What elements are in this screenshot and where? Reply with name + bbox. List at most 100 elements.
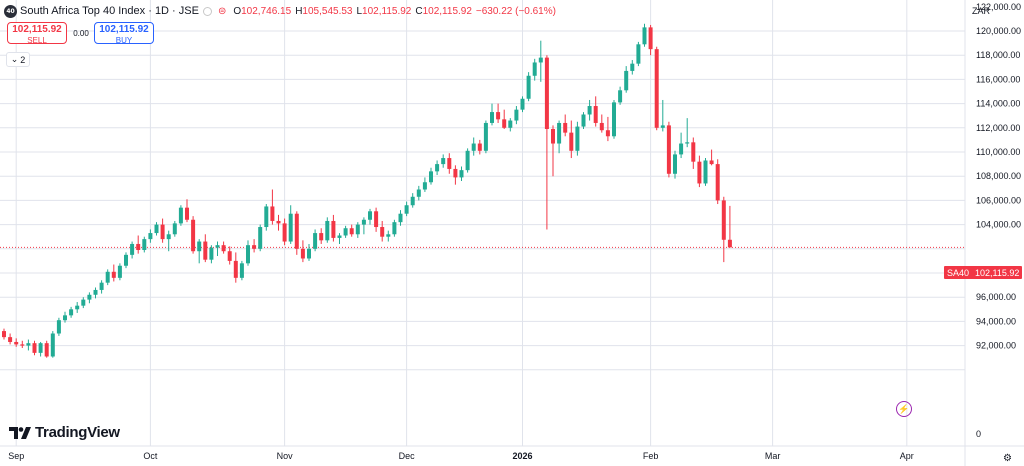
candle-body: [75, 305, 80, 310]
candle-body: [502, 119, 507, 128]
candle: [130, 241, 135, 259]
indicators-toggle-button[interactable]: ⌄ 2: [6, 52, 30, 67]
candle-body: [453, 168, 458, 178]
candle: [422, 177, 427, 192]
candle-body: [38, 343, 43, 353]
candle: [38, 341, 43, 357]
lightning-icon[interactable]: ⚡: [896, 401, 912, 417]
symbol-legend[interactable]: 40 South Africa Top 40 Index · 1D · JSE …: [4, 3, 556, 19]
candle-body: [337, 235, 342, 238]
candle: [374, 207, 379, 232]
x-tick-label: Dec: [399, 451, 416, 461]
tradingview-logo-icon: [9, 426, 31, 439]
candle: [56, 317, 61, 336]
candle-body: [605, 130, 610, 137]
candle: [386, 230, 391, 242]
candle-body: [532, 62, 537, 76]
x-tick-label: Nov: [277, 451, 294, 461]
candle-body: [496, 112, 501, 120]
candle-body: [130, 243, 135, 255]
candle-body: [404, 205, 409, 214]
candle: [404, 201, 409, 217]
candle-body: [343, 228, 348, 236]
candle: [264, 204, 269, 231]
candle-body: [288, 213, 293, 242]
candle-body: [276, 220, 281, 224]
candle: [697, 155, 702, 188]
symbol-title[interactable]: South Africa Top 40 Index · 1D · JSE: [20, 5, 199, 17]
candle-body: [99, 282, 104, 290]
candle: [124, 252, 128, 269]
candle-body: [618, 90, 623, 103]
candle: [331, 214, 336, 242]
candle: [117, 263, 122, 281]
candle: [441, 154, 446, 168]
candle-body: [599, 122, 604, 131]
candle-body: [477, 143, 482, 151]
candle-body: [526, 75, 531, 99]
candle: [709, 149, 714, 166]
candle: [307, 243, 311, 261]
chevron-down-icon: ⌄: [10, 54, 19, 64]
candle: [490, 103, 494, 126]
candle-body: [227, 251, 232, 261]
candle: [294, 211, 299, 255]
candle: [557, 120, 562, 154]
x-tick-label: Sep: [8, 451, 24, 461]
candle-body: [124, 254, 128, 266]
candle-body: [581, 114, 586, 127]
candle: [618, 86, 623, 105]
candle-body: [551, 129, 555, 144]
candle-body: [685, 142, 690, 144]
candle: [691, 137, 696, 169]
y-tick-label: 108,000.00: [976, 171, 1021, 181]
candle-body: [697, 161, 702, 184]
candle-body: [203, 241, 208, 260]
sell-button[interactable]: 102,115.92 SELL: [7, 22, 67, 45]
candle-body: [26, 343, 31, 346]
candle: [392, 219, 397, 237]
candle-body: [544, 57, 549, 130]
candle: [447, 153, 452, 174]
candle-body: [374, 211, 379, 228]
candle-body: [648, 27, 653, 50]
candle: [69, 306, 74, 318]
market-status-icon[interactable]: [202, 6, 212, 16]
x-tick-label: 2026: [512, 451, 532, 461]
candle: [679, 132, 684, 159]
candle-body: [654, 49, 659, 128]
y-tick-label: 92,000.00: [976, 341, 1016, 351]
candle-body: [142, 239, 147, 251]
grid: [0, 0, 965, 446]
candle: [215, 241, 220, 257]
candle: [380, 220, 385, 242]
candle: [20, 340, 25, 349]
candle-body: [349, 228, 354, 235]
buy-button[interactable]: 102,115.92 BUY: [94, 22, 154, 45]
settings-gear-icon[interactable]: ⚙: [1003, 453, 1012, 464]
candle-body: [422, 182, 427, 190]
eye-off-icon[interactable]: ⊜: [217, 5, 227, 17]
candle-body: [63, 315, 67, 321]
candle-body: [392, 222, 397, 235]
candle-body: [32, 343, 37, 353]
tradingview-logo[interactable]: TradingView: [9, 424, 120, 441]
candle-body: [178, 207, 183, 224]
candle: [502, 109, 507, 130]
candle: [258, 224, 263, 252]
currency-label[interactable]: ZAR: [972, 6, 990, 16]
current-symbol: SA40: [947, 267, 970, 278]
x-tick-label: Apr: [900, 451, 914, 461]
candle-body: [416, 189, 421, 197]
candle: [172, 220, 177, 237]
y-tick-label: 106,000.00: [976, 195, 1021, 205]
candle: [593, 96, 598, 127]
candle: [642, 23, 647, 47]
x-tick-label: Mar: [765, 451, 781, 461]
candle-body: [325, 220, 330, 241]
candle-body: [270, 206, 275, 221]
candle: [715, 159, 720, 205]
candle-body: [160, 224, 165, 240]
candle: [233, 252, 238, 283]
